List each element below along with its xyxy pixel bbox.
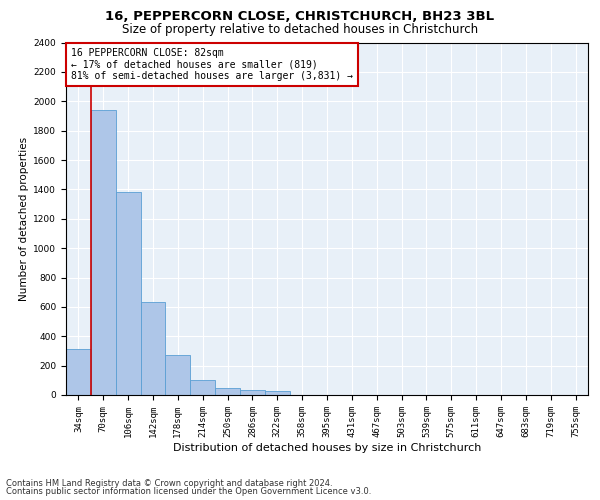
Text: 16 PEPPERCORN CLOSE: 82sqm
← 17% of detached houses are smaller (819)
81% of sem: 16 PEPPERCORN CLOSE: 82sqm ← 17% of deta… [71,48,353,81]
Bar [240,390,265,395]
Bar [91,110,116,395]
Text: Contains HM Land Registry data © Crown copyright and database right 2024.: Contains HM Land Registry data © Crown c… [6,478,332,488]
Bar [166,356,190,395]
Text: Contains public sector information licensed under the Open Government Licence v3: Contains public sector information licen… [6,487,371,496]
Bar [140,302,166,395]
Bar [215,388,240,395]
X-axis label: Distribution of detached houses by size in Christchurch: Distribution of detached houses by size … [173,442,481,452]
Text: 16, PEPPERCORN CLOSE, CHRISTCHURCH, BH23 3BL: 16, PEPPERCORN CLOSE, CHRISTCHURCH, BH23… [106,10,494,23]
Bar [116,192,140,395]
Bar [190,380,215,395]
Bar [66,348,91,395]
Y-axis label: Number of detached properties: Number of detached properties [19,136,29,301]
Bar [265,392,290,395]
Text: Size of property relative to detached houses in Christchurch: Size of property relative to detached ho… [122,22,478,36]
